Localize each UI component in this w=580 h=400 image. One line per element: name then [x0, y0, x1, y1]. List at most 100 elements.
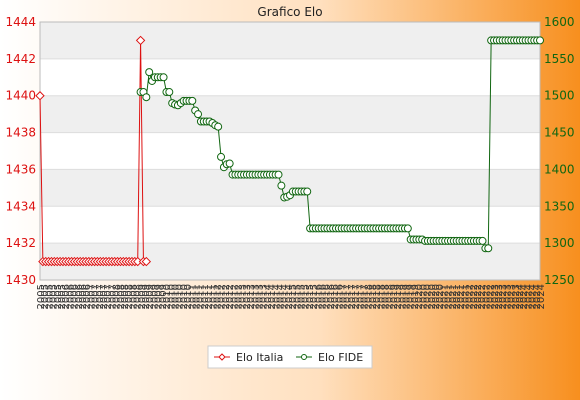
x-tick-label: 2007: [107, 284, 118, 309]
x-tick-label: 2022: [465, 284, 476, 309]
x-tick-label: 2020: [435, 284, 446, 309]
x-tick-label: 2012: [233, 284, 244, 309]
x-tick-label: 2016: [330, 284, 341, 309]
x-tick-label: 2017: [351, 284, 362, 309]
left-tick-label: 1442: [5, 52, 36, 66]
data-point: [217, 152, 226, 161]
x-tick-label: 2013: [246, 284, 257, 309]
x-tick-label: 2008: [124, 284, 135, 309]
data-point: [159, 73, 168, 82]
left-tick-label: 1436: [5, 162, 36, 176]
x-tick-label: 2013: [242, 284, 253, 309]
x-tick-label: 2005: [40, 284, 51, 309]
right-tick-label: 1400: [544, 162, 575, 176]
x-tick-label: 2019: [406, 284, 417, 309]
x-tick-label: 2013: [259, 284, 270, 309]
left-tick-label: 1438: [5, 126, 36, 140]
x-tick-label: 2009: [154, 284, 165, 309]
grid-band: [40, 169, 540, 207]
x-tick-label: 2015: [305, 284, 316, 309]
x-tick-label: 2024: [515, 284, 526, 309]
grid-band: [40, 95, 540, 133]
x-tick-label: 2012: [212, 284, 223, 309]
x-tick-label: 2006: [74, 284, 85, 309]
x-tick-label: 2006: [70, 284, 81, 309]
x-tick-label: 2009: [145, 284, 156, 309]
right-tick-label: 1350: [544, 199, 575, 213]
x-tick-label: 2013: [254, 284, 265, 309]
legend-swatch-marker: [218, 353, 226, 361]
x-tick-label: 2020: [414, 284, 425, 309]
legend-box: [207, 345, 373, 369]
x-tick-label: 2009: [141, 284, 152, 309]
left-tick-label: 1432: [5, 236, 36, 250]
x-tick-label: 2005: [44, 284, 55, 309]
x-tick-label: 2024: [532, 284, 543, 309]
left-tick-label: 1434: [5, 199, 36, 213]
x-tick-label: 2014: [284, 284, 295, 309]
x-tick-label: 2021: [460, 284, 471, 309]
x-tick-label: 2017: [347, 284, 358, 309]
x-tick-label: 2014: [280, 284, 291, 309]
x-tick-label: 2022: [469, 284, 480, 309]
x-tick-label: 2006: [65, 284, 76, 309]
data-point: [274, 170, 283, 179]
x-tick-label: 2005: [49, 284, 60, 309]
data-point: [484, 244, 493, 253]
x-tick-label: 2016: [326, 284, 337, 309]
x-tick-label: 2013: [238, 284, 249, 309]
left-tick-label: 1444: [5, 15, 36, 29]
x-tick-label: 2017: [355, 284, 366, 309]
x-tick-label: 2008: [116, 284, 127, 309]
x-tick-label: 2018: [364, 284, 375, 309]
plot-border: [39, 21, 541, 281]
x-tick-label: 2007: [99, 284, 110, 309]
x-tick-label: 2017: [343, 284, 354, 309]
x-tick-label: 2017: [360, 284, 371, 309]
data-point: [536, 36, 544, 45]
data-point: [194, 110, 203, 119]
left-tick-label: 1440: [5, 89, 36, 103]
data-point: [403, 224, 412, 233]
x-tick-label: 2023: [490, 284, 501, 309]
x-tick-label: 2015: [297, 284, 308, 309]
x-tick-label: 2011: [204, 284, 215, 309]
x-tick-label: 2021: [452, 284, 463, 309]
x-tick-label: 2024: [528, 284, 539, 309]
x-tick-label: 2011: [200, 284, 211, 309]
x-tick-label: 2019: [410, 284, 421, 309]
x-tick-label: 2022: [481, 284, 492, 309]
x-tick-label: 2013: [250, 284, 261, 309]
right-tick-label: 1550: [544, 52, 575, 66]
x-tick-label: 2007: [95, 284, 106, 309]
x-tick-label: 2018: [372, 284, 383, 309]
x-tick-label: 2008: [133, 284, 144, 309]
data-point: [303, 187, 312, 196]
data-point: [145, 68, 154, 77]
x-tick-label: 2006: [61, 284, 72, 309]
x-tick-label: 2019: [389, 284, 400, 309]
x-tick-label: 2023: [507, 284, 518, 309]
x-tick-label: 2007: [86, 284, 97, 309]
x-tick-label: 2012: [217, 284, 228, 309]
x-tick-label: 2010: [166, 284, 177, 309]
x-tick-label: 2020: [418, 284, 429, 309]
x-tick-label: 2005: [36, 284, 47, 309]
x-tick-label: 2012: [221, 284, 232, 309]
x-tick-label: 2010: [183, 284, 194, 309]
x-tick-label: 2011: [196, 284, 207, 309]
legend-label: Elo Italia: [236, 351, 283, 364]
x-tick-label: 2012: [229, 284, 240, 309]
data-point: [35, 91, 45, 101]
x-tick-label: 2023: [494, 284, 505, 309]
x-tick-label: 2024: [523, 284, 534, 309]
chart-title: Grafico Elo: [257, 5, 322, 19]
x-tick-label: 2010: [179, 284, 190, 309]
right-tick-label: 1600: [544, 15, 575, 29]
x-tick-label: 2023: [502, 284, 513, 309]
x-tick-label: 2019: [393, 284, 404, 309]
data-point: [225, 159, 234, 168]
x-tick-label: 2019: [397, 284, 408, 309]
x-tick-label: 2015: [292, 284, 303, 309]
